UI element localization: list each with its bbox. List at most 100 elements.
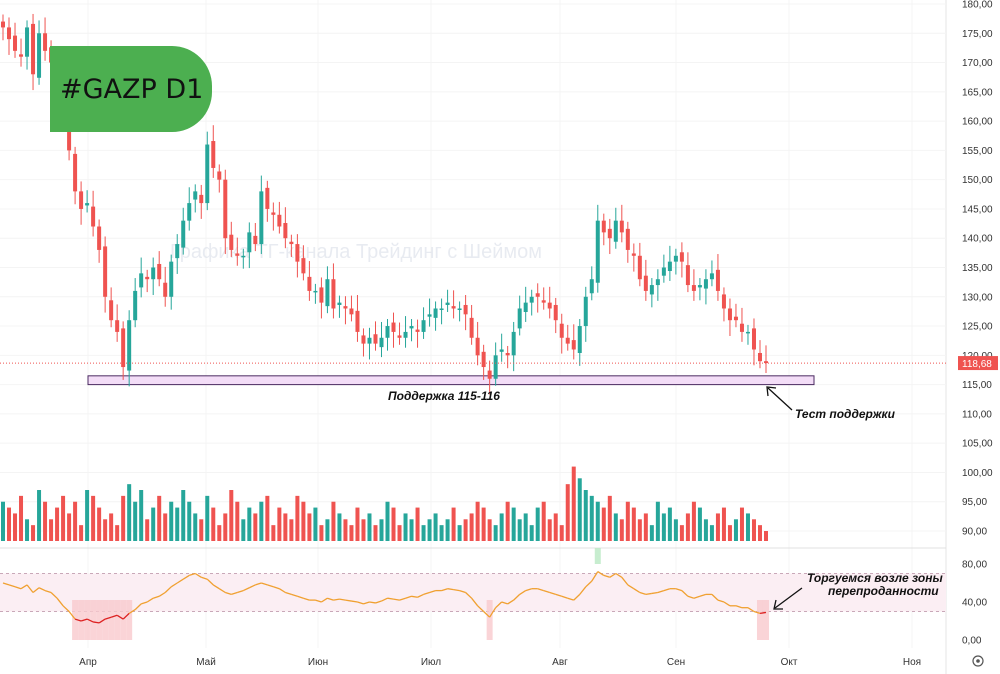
candle-body: [421, 320, 426, 332]
candle-body: [109, 300, 114, 321]
rsi-segment: [164, 586, 172, 593]
candle-body: [223, 179, 228, 239]
candle-body: [157, 263, 162, 280]
gear-icon[interactable]: [972, 655, 984, 667]
volume-bar: [19, 495, 24, 541]
rsi-segment: [62, 605, 70, 612]
volume-bar: [721, 507, 726, 541]
volume-bar: [67, 513, 72, 541]
rsi-oversold-highlight: [120, 600, 127, 640]
rsi-segment: [519, 590, 527, 595]
volume-bar: [337, 513, 342, 541]
volume-bar: [229, 490, 234, 541]
volume-bar: [685, 513, 690, 541]
volume-bar: [301, 501, 306, 541]
volume-bar: [283, 513, 288, 541]
volume-bar: [265, 495, 270, 541]
rsi-segment: [297, 595, 304, 599]
candle-body: [241, 255, 246, 258]
rsi-segment: [243, 587, 250, 592]
price-tick-label: 140,00: [962, 234, 993, 245]
volume-bar: [61, 495, 66, 541]
rsi-oversold-highlight: [108, 600, 115, 640]
rsi-segment: [711, 593, 719, 601]
candle-body: [631, 253, 636, 256]
candle-body: [397, 335, 402, 338]
candle-body: [67, 117, 72, 151]
candle-body: [301, 258, 306, 274]
rsi-oversold-highlight: [84, 600, 91, 640]
volume-bar: [385, 501, 390, 541]
candle-body: [163, 282, 168, 297]
candle-body: [523, 302, 528, 313]
candle-body: [439, 308, 444, 310]
candle-body: [511, 331, 516, 356]
price-tick-label: 135,00: [962, 263, 993, 274]
candle-body: [745, 331, 750, 334]
rsi-oversold-highlight: [486, 600, 493, 640]
rsi-segment: [237, 589, 244, 594]
price-tick-label: 155,00: [962, 146, 993, 157]
candle-body: [739, 323, 744, 332]
volume-bar: [379, 519, 384, 541]
volume-bar: [541, 501, 546, 541]
volume-bar: [271, 525, 276, 541]
volume-bar: [115, 525, 120, 541]
candle-body: [559, 323, 564, 338]
rsi-segment: [477, 605, 485, 612]
volume-bar: [451, 507, 456, 541]
rsi-segment: [393, 598, 400, 601]
price-tick-label: 100,00: [962, 468, 993, 479]
rsi-segment: [261, 582, 268, 586]
candle-body: [643, 275, 648, 291]
rsi-segment: [549, 591, 556, 596]
rsi-segment: [176, 578, 184, 584]
candle-body: [619, 220, 624, 233]
rsi-segment: [717, 599, 725, 603]
price-tick-label: 110,00: [962, 409, 992, 420]
rsi-segment: [597, 571, 605, 576]
candle-body: [145, 276, 150, 280]
rsi-segment: [675, 588, 683, 592]
rsi-segment: [615, 572, 623, 578]
candle-body: [7, 27, 12, 40]
rsi-oversold-highlight: [72, 600, 79, 640]
candle-body: [295, 244, 300, 262]
candle-body: [637, 255, 642, 280]
rsi-overbought-highlight: [594, 548, 601, 564]
candle-body: [571, 340, 576, 350]
candle-body: [715, 269, 720, 291]
volume-bar: [655, 501, 660, 541]
price-tick-label: 90,00: [962, 527, 987, 538]
candle-body: [673, 255, 678, 262]
candle-body: [235, 253, 240, 256]
volume-bar: [289, 519, 294, 541]
candle-body: [457, 308, 462, 310]
volume-bar: [355, 507, 360, 541]
rsi-segment: [44, 589, 52, 594]
volume-bar: [619, 519, 624, 541]
candle-body: [307, 276, 312, 291]
volume-bar: [145, 519, 150, 541]
volume-bar: [217, 525, 222, 541]
volume-bar: [223, 513, 228, 541]
rsi-segment: [327, 597, 334, 601]
candle-body: [685, 265, 690, 286]
candle-body: [589, 279, 594, 294]
price-candles: [1, 13, 768, 395]
rsi-segment: [561, 595, 568, 599]
price-tick-label: 115,00: [962, 380, 992, 391]
candle-body: [487, 370, 492, 379]
volume-bar: [445, 519, 450, 541]
price-tick-label: 160,00: [962, 117, 993, 128]
volume-bar: [697, 507, 702, 541]
volume-bar: [511, 507, 516, 541]
rsi-tick-label: 0,00: [962, 636, 982, 647]
candle-body: [529, 296, 534, 303]
rsi-segment: [723, 601, 731, 607]
volume-bar: [427, 519, 432, 541]
candle-body: [13, 35, 18, 51]
rsi-tick-label: 40,00: [962, 598, 987, 609]
volume-bar: [367, 513, 372, 541]
